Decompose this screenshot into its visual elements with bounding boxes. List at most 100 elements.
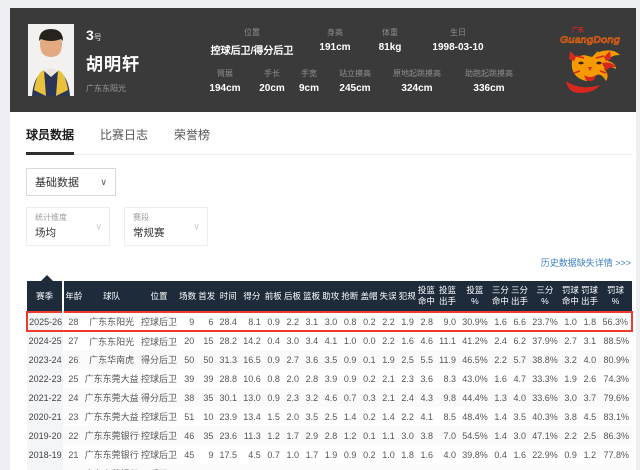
table-cell: 控球后卫 bbox=[140, 374, 177, 385]
table-cell: 4.5 bbox=[248, 449, 261, 460]
table-cell: 5.5 bbox=[416, 350, 436, 370]
table-cell: 0.7 bbox=[490, 464, 510, 470]
table-cell: 0.2 bbox=[359, 311, 379, 333]
stage-filter[interactable]: 赛段 常规赛 ∨ bbox=[124, 207, 208, 246]
team-logo: 广东 GuangDong bbox=[558, 23, 622, 97]
column-header[interactable]: 球队 bbox=[83, 281, 140, 313]
stat-position: 位置 控球后卫/得分后卫 bbox=[210, 27, 294, 57]
table-row[interactable]: 2018-19 21 广东东莞银行 控球后卫 45 9 17.5 4.5 0.7 1.0 1.7 1.… bbox=[27, 445, 632, 465]
table-row[interactable]: 2019-20 22 广东东莞银行 控球后卫 46 35 23.6 11.3 1.2 1.7 2.9… bbox=[27, 426, 632, 446]
column-header[interactable]: 三分 % bbox=[529, 281, 561, 313]
table-cell: 2.0 bbox=[286, 411, 300, 422]
table-cell: 23.6 bbox=[216, 426, 241, 446]
table-cell: 0.3 bbox=[359, 388, 379, 408]
table-cell: 39.8% bbox=[462, 449, 488, 460]
tab-player-data[interactable]: 球员数据 bbox=[26, 126, 75, 155]
table-cell: 4.0 bbox=[579, 350, 600, 370]
table-cell: 23 bbox=[68, 411, 79, 422]
column-header[interactable]: 盖帽 bbox=[359, 281, 379, 313]
sort-arrow-icon[interactable] bbox=[40, 275, 54, 282]
table-row[interactable]: 2017-1820广东东莞银行后卫361720.35.10.61.82.42.1… bbox=[27, 464, 632, 470]
table-cell: 6.2 bbox=[513, 336, 527, 347]
table-cell: 1.2 bbox=[340, 426, 360, 446]
column-header[interactable]: 后板 bbox=[282, 281, 303, 313]
table-cell: 得分后卫 bbox=[139, 388, 179, 408]
table-cell: 35 bbox=[197, 426, 217, 446]
table-cell: 1.0 bbox=[560, 311, 580, 333]
column-header[interactable]: 时间 bbox=[216, 281, 241, 313]
table-cell: 45 bbox=[184, 449, 195, 460]
table-cell: 2.9 bbox=[302, 426, 322, 446]
column-header[interactable]: 犯规 bbox=[397, 281, 417, 313]
column-header[interactable]: 投篮 % bbox=[459, 281, 491, 313]
table-cell: 3.8 bbox=[564, 411, 577, 422]
chevron-down-icon: ∨ bbox=[193, 221, 200, 231]
table-row[interactable]: 2023-24 26 广东华南虎 得分后卫 50 50 31.3 16.5 0.9 2.7 3.6 3… bbox=[27, 350, 632, 370]
table-cell: 3.0 bbox=[321, 311, 341, 333]
table-cell: 1.8 bbox=[282, 464, 303, 470]
table-cell: 25 bbox=[68, 373, 79, 384]
tab-game-log[interactable]: 比赛日志 bbox=[100, 128, 149, 142]
column-header[interactable]: 投篮 出手 bbox=[436, 281, 460, 313]
table-cell: 37.4% bbox=[459, 464, 491, 470]
tab-honors[interactable]: 荣誉榜 bbox=[174, 128, 211, 142]
stage-filter-value: 常规赛 bbox=[133, 227, 165, 239]
table-cell: 1.9 bbox=[564, 373, 577, 384]
chevron-down-icon: ∨ bbox=[100, 176, 107, 187]
table-cell: 3.4 bbox=[305, 336, 319, 347]
column-header[interactable]: 篮板 bbox=[302, 281, 322, 313]
table-cell: 7.0 bbox=[436, 426, 460, 446]
tab-bar: 球员数据 比赛日志 荣誉榜 bbox=[26, 126, 633, 155]
table-cell: 1.6 bbox=[420, 449, 433, 460]
column-header[interactable]: 罚球 出手 bbox=[579, 281, 600, 313]
column-header[interactable]: 位置 bbox=[139, 281, 179, 313]
table-cell: 后卫 bbox=[139, 464, 179, 470]
table-cell: 39 bbox=[184, 373, 195, 384]
player-header: 3号 胡明轩 广东东阳光 位置 控球后卫/得分后卫 身高 191cm 体重 81… bbox=[10, 8, 636, 112]
data-type-select[interactable]: 基础数据 ∨ bbox=[26, 168, 116, 196]
stat-standing-reach: 站立摸高 245cm bbox=[339, 68, 371, 94]
table-cell: 1.6 bbox=[401, 336, 414, 347]
column-header[interactable]: 赛季 bbox=[27, 281, 65, 313]
table-cell: 4.8 bbox=[436, 464, 460, 470]
column-header[interactable]: 失误 bbox=[378, 281, 398, 313]
column-header[interactable]: 三分 命中 bbox=[490, 281, 510, 313]
table-row[interactable]: 2020-21 23 广东东莞大益 控球后卫 51 10 23.9 13.4 1.5 2.0 3.5… bbox=[27, 407, 632, 427]
history-missing-link[interactable]: 历史数据缺失详情 >>> bbox=[540, 258, 631, 268]
column-header[interactable]: 前板 bbox=[263, 281, 283, 313]
table-cell: 30.9% bbox=[459, 311, 491, 333]
column-header[interactable]: 抢断 bbox=[340, 281, 360, 313]
table-cell: 3.9 bbox=[324, 373, 338, 384]
table-cell: 2018-19 bbox=[27, 445, 64, 465]
table-cell: 2.8 bbox=[321, 426, 341, 446]
table-cell: 2023-24 bbox=[27, 350, 64, 370]
table-cell: 3.0 bbox=[560, 388, 580, 408]
table-row[interactable]: 2024-25 27 广东东阳光 控球后卫 20 15 28.2 14.2 0.4 3.0 3.4 4… bbox=[27, 331, 632, 351]
table-cell: 2024-25 bbox=[27, 331, 64, 351]
table-row[interactable]: 2021-22 24 广东东莞大益 得分后卫 38 35 30.1 13.0 0.9 2.3 3.2… bbox=[27, 388, 632, 408]
table-cell: 30.1 bbox=[216, 388, 241, 408]
column-header[interactable]: 得分 bbox=[240, 281, 264, 313]
column-header[interactable]: 罚球 命中 bbox=[560, 281, 580, 313]
table-cell: 1.6 bbox=[494, 373, 507, 384]
table-cell: 3.5 bbox=[321, 350, 341, 370]
table-cell: 17 bbox=[197, 464, 217, 470]
column-header[interactable]: 场数 bbox=[178, 281, 198, 313]
table-cell: 1.4 bbox=[494, 411, 507, 422]
dimension-filter[interactable]: 统计维度 场均 ∨ bbox=[26, 207, 110, 246]
stats-table-wrap: 赛季 年龄 球队 位置 场数 首发 时间 得分 前板 后板 篮板 助攻 抢断 盖帽 失误 犯规 投篮 命中 投篮 … bbox=[25, 275, 633, 470]
table-row[interactable]: 2025-26 28 广东东阳光 控球后卫 9 6 28.4 8.1 0.9 2.2 3.1 3.0 0… bbox=[25, 311, 633, 333]
table-cell: 1.0 bbox=[286, 449, 300, 460]
column-header[interactable]: 三分 出手 bbox=[509, 281, 530, 313]
column-header[interactable]: 罚球 % bbox=[599, 281, 632, 313]
column-header[interactable]: 助攻 bbox=[321, 281, 341, 313]
column-header[interactable]: 年龄 bbox=[63, 281, 84, 313]
table-cell: 2.6 bbox=[583, 373, 597, 384]
column-header[interactable]: 投篮 命中 bbox=[416, 281, 436, 313]
table-cell: 0.9 bbox=[564, 449, 577, 460]
table-cell: 2021-22 bbox=[27, 388, 64, 408]
stat-height: 身高 191cm bbox=[319, 27, 351, 53]
table-cell: 3.2 bbox=[302, 388, 322, 408]
table-row[interactable]: 2022-23 25 广东东莞大益 控球后卫 39 39 28.8 10.6 0.8 2.0 2.8… bbox=[27, 369, 632, 389]
column-header[interactable]: 首发 bbox=[197, 281, 217, 313]
